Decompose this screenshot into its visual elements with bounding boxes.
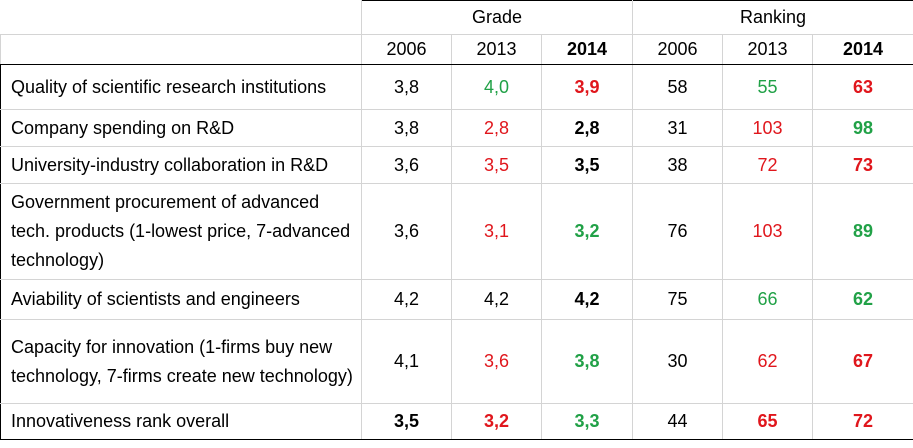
table-row: Company spending on R&D 3,8 2,8 2,8 31 103 98 bbox=[0, 109, 913, 147]
grade-cell-2014: 3,3 bbox=[540, 403, 634, 440]
ranking-cell-2013: 55 bbox=[722, 64, 814, 110]
ranking-cell-2014: 98 bbox=[812, 109, 913, 147]
row-label: Quality of scientific research instituti… bbox=[0, 64, 362, 110]
grade-cell-2014: 3,8 bbox=[540, 319, 634, 404]
ranking-cell-2014: 62 bbox=[812, 279, 913, 320]
grade-cell-2013: 3,1 bbox=[451, 183, 542, 280]
ranking-cell-2013: 103 bbox=[722, 109, 814, 147]
row-label: Capacity for innovation (1-firms buy new… bbox=[0, 319, 362, 404]
ranking-year-2014: 2014 bbox=[812, 34, 913, 65]
ranking-cell-2006: 58 bbox=[632, 64, 724, 110]
grade-cell-2006: 3,5 bbox=[361, 403, 452, 440]
table-row: Innovativeness rank overall 3,5 3,2 3,3 44 65… bbox=[0, 403, 913, 440]
ranking-cell-2014: 67 bbox=[812, 319, 913, 404]
grade-cell-2013: 2,8 bbox=[451, 109, 542, 147]
ranking-cell-2013: 62 bbox=[722, 319, 814, 404]
ranking-header: Ranking bbox=[632, 0, 913, 35]
grade-cell-2013: 4,2 bbox=[451, 279, 542, 320]
grade-cell-2014: 4,2 bbox=[540, 279, 634, 320]
grade-cell-2006: 3,8 bbox=[361, 109, 452, 147]
ranking-year-2013: 2013 bbox=[722, 34, 814, 65]
corner-cell bbox=[0, 0, 362, 35]
grade-cell-2014: 3,2 bbox=[540, 183, 634, 280]
year-header-row: 2006 2013 2014 2006 2013 2014 bbox=[0, 34, 913, 65]
row-label: Government procurement of advanced tech.… bbox=[0, 183, 362, 280]
year-row-label-cell bbox=[0, 34, 362, 65]
grade-cell-2013: 3,2 bbox=[451, 403, 542, 440]
ranking-cell-2013: 65 bbox=[722, 403, 814, 440]
ranking-cell-2006: 44 bbox=[632, 403, 724, 440]
row-label: Innovativeness rank overall bbox=[0, 403, 362, 440]
grade-cell-2006: 3,6 bbox=[361, 146, 452, 184]
table-row: Capacity for innovation (1-firms buy new… bbox=[0, 319, 913, 404]
ranking-cell-2006: 38 bbox=[632, 146, 724, 184]
ranking-cell-2014: 89 bbox=[812, 183, 913, 280]
grade-year-2013: 2013 bbox=[451, 34, 542, 65]
grade-cell-2013: 4,0 bbox=[451, 64, 542, 110]
ranking-cell-2014: 72 bbox=[812, 403, 913, 440]
table-row: Government procurement of advanced tech.… bbox=[0, 183, 913, 280]
table-row: University-industry collaboration in R&D… bbox=[0, 146, 913, 184]
grade-cell-2013: 3,6 bbox=[451, 319, 542, 404]
grade-year-2006: 2006 bbox=[361, 34, 452, 65]
ranking-cell-2014: 63 bbox=[812, 64, 913, 110]
grade-year-2014: 2014 bbox=[540, 34, 634, 65]
row-label: University-industry collaboration in R&D bbox=[0, 146, 362, 184]
ranking-cell-2006: 75 bbox=[632, 279, 724, 320]
ranking-cell-2006: 76 bbox=[632, 183, 724, 280]
ranking-cell-2014: 73 bbox=[812, 146, 913, 184]
grade-cell-2014: 3,9 bbox=[540, 64, 634, 110]
grade-cell-2014: 2,8 bbox=[540, 109, 634, 147]
grade-cell-2014: 3,5 bbox=[540, 146, 634, 184]
ranking-year-2006: 2006 bbox=[632, 34, 724, 65]
grade-cell-2006: 3,6 bbox=[361, 183, 452, 280]
ranking-cell-2006: 30 bbox=[632, 319, 724, 404]
row-label: Aviability of scientists and engineers bbox=[0, 279, 362, 320]
grade-cell-2013: 3,5 bbox=[451, 146, 542, 184]
grade-cell-2006: 3,8 bbox=[361, 64, 452, 110]
table-row: Aviability of scientists and engineers 4,… bbox=[0, 279, 913, 320]
row-label: Company spending on R&D bbox=[0, 109, 362, 147]
ranking-cell-2013: 103 bbox=[722, 183, 814, 280]
group-header-row: Grade Ranking bbox=[0, 0, 913, 35]
grade-cell-2006: 4,1 bbox=[361, 319, 452, 404]
ranking-cell-2013: 66 bbox=[722, 279, 814, 320]
grade-header: Grade bbox=[360, 0, 634, 35]
grade-cell-2006: 4,2 bbox=[361, 279, 452, 320]
ranking-cell-2013: 72 bbox=[722, 146, 814, 184]
ranking-cell-2006: 31 bbox=[632, 109, 724, 147]
table-row: Quality of scientific research instituti… bbox=[0, 64, 913, 110]
